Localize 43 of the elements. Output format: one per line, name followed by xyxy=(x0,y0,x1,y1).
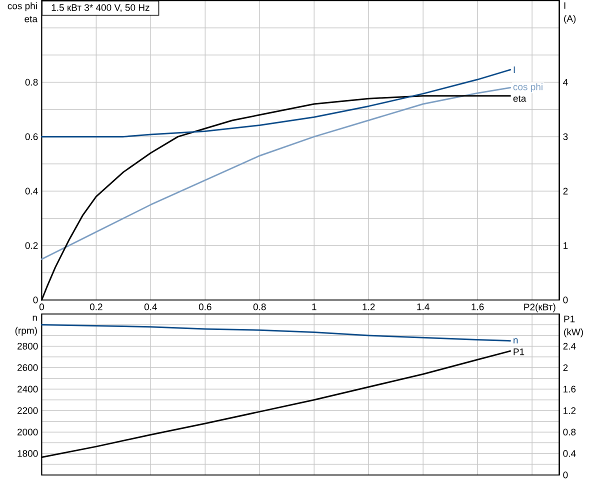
series-label: I xyxy=(514,66,515,73)
y2-tick-label: 2.4 xyxy=(563,342,576,350)
series-label: eta xyxy=(513,96,526,102)
y-axis-title: n (rpm) xyxy=(15,316,37,336)
y-tick-label: 0.6 xyxy=(25,133,38,140)
y-tick-label: 2200 xyxy=(18,407,38,414)
y-tick-label: 0.2 xyxy=(25,242,38,249)
x-tick-label: 1 xyxy=(312,304,316,310)
y-tick-label: 0.4 xyxy=(25,188,38,194)
y2-axis-title: P1 (kW) xyxy=(564,316,583,338)
y2-tick-label: 4 xyxy=(563,78,568,86)
x-tick-label: 0.6 xyxy=(198,304,212,310)
x-tick-label: 0.2 xyxy=(90,304,102,310)
y-tick-label: 0.8 xyxy=(25,78,38,86)
x-tick-label: 0.4 xyxy=(144,304,157,310)
y2-tick-label: 2 xyxy=(563,364,568,371)
x-tick-label: 1.4 xyxy=(417,304,430,310)
y2-tick-label: 0.4 xyxy=(563,450,576,457)
y2-tick-label: 0.8 xyxy=(563,428,576,436)
x-axis-title: P2(кВт) xyxy=(524,303,556,312)
chart-title: 1.5 кВт 3* 400 V, 50 Hz xyxy=(52,4,150,12)
y2-tick-label: 2 xyxy=(563,188,568,194)
y2-axis-title: I (A) xyxy=(564,2,576,24)
y2-tick-label: 0 xyxy=(563,472,568,478)
y2-tick-label: 1.6 xyxy=(564,386,576,392)
x-tick-label: 1.2 xyxy=(362,304,375,310)
y-tick-label: 2800 xyxy=(18,342,38,350)
series-label: cos phi xyxy=(513,83,542,92)
y-tick-label: 2000 xyxy=(18,428,38,436)
x-tick-label: 0 xyxy=(39,304,44,310)
x-tick-label: 1.6 xyxy=(472,304,484,310)
y-axis-title: cos phi eta xyxy=(8,2,38,22)
x-tick-label: 0.8 xyxy=(253,304,266,310)
y2-tick-label: 3 xyxy=(563,133,568,140)
series-label: P1 xyxy=(514,348,524,356)
y2-tick-label: 0 xyxy=(563,296,568,304)
y2-tick-label: 1.2 xyxy=(564,407,576,414)
y-tick-label: 1800 xyxy=(18,450,38,457)
y-tick-label: 2600 xyxy=(18,364,38,372)
y2-tick-label: 1 xyxy=(564,242,568,249)
y-tick-label: 2400 xyxy=(18,386,38,392)
series-label: n xyxy=(514,338,518,344)
y-tick-label: 0 xyxy=(33,296,38,304)
